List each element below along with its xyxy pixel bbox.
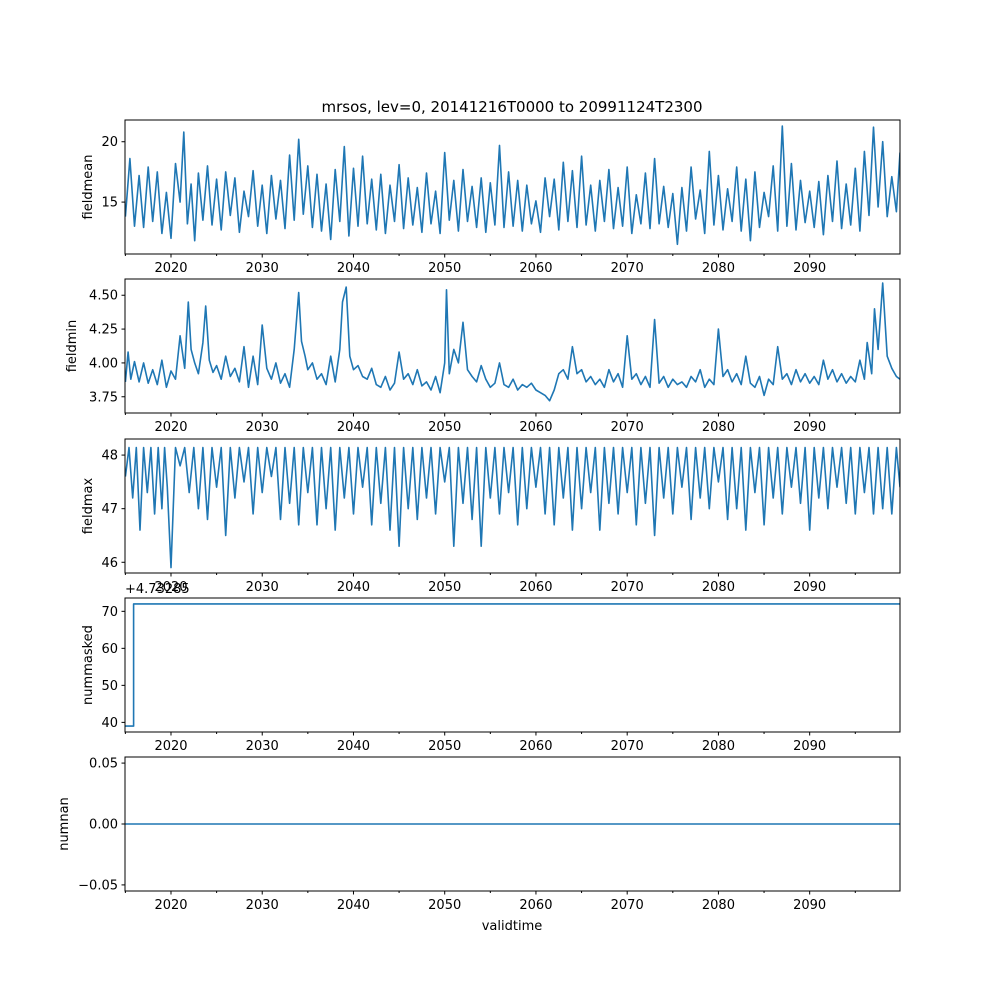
panels: 2020 2030 2040 2050 2060 2070 2080 2090 15 20 fiel… (57, 119, 901, 913)
x-tick-label: 2020 (154, 580, 187, 595)
y-tick-label: 4.00 (89, 356, 118, 371)
x-tick-label: 2040 (337, 261, 370, 276)
x-tick-label: 2070 (611, 898, 644, 913)
y-tick-label: 0.00 (89, 818, 118, 833)
y-tick-label: 20 (101, 135, 118, 150)
series-line-fieldmin (125, 282, 900, 402)
x-tick-label: 2050 (428, 898, 461, 913)
chart-title: mrsos, lev=0, 20141216T0000 to 20991124T… (321, 98, 702, 116)
y-tick-label: 48 (101, 449, 118, 464)
y-tick-label: 70 (101, 605, 118, 620)
y-axis-label-fieldmean: fieldmean (81, 155, 96, 220)
y-tick-label: 0.05 (89, 757, 118, 772)
x-tick-label: 2020 (154, 739, 187, 754)
y-tick-label: −0.05 (78, 878, 118, 893)
x-tick-label: 2040 (337, 580, 370, 595)
x-tick-label: 2060 (519, 898, 552, 913)
x-tick-label: 2070 (611, 261, 644, 276)
x-tick-label: 2030 (246, 898, 279, 913)
x-tick-label: 2060 (519, 420, 552, 435)
y-tick-label: 60 (101, 642, 118, 657)
x-tick-label: 2030 (246, 580, 279, 595)
y-tick-label: 47 (101, 502, 118, 517)
y-axis-label-nummasked: nummasked (81, 625, 96, 705)
axes-frame-fieldmax (124, 438, 901, 574)
x-tick-label: 2090 (793, 261, 826, 276)
panel-fieldmax: 2020 2030 2040 2050 2060 2070 2080 2090 46 47 48 fi… (81, 438, 901, 595)
x-tick-label: 2060 (519, 261, 552, 276)
y-offset-text: +4.73285 (125, 582, 190, 597)
y-tick-label: 4.50 (89, 289, 118, 304)
y-axis-label-numnan: numnan (57, 797, 72, 851)
panel-fieldmean: 2020 2030 2040 2050 2060 2070 2080 2090 15 20 fiel… (81, 119, 901, 276)
x-tick-label: 2050 (428, 580, 461, 595)
x-tick-label: 2020 (154, 898, 187, 913)
y-tick-label: 46 (101, 556, 118, 571)
x-tick-label: 2090 (793, 580, 826, 595)
x-tick-label: 2080 (702, 739, 735, 754)
x-tick-label: 2030 (246, 261, 279, 276)
y-tick-label: 40 (101, 716, 118, 731)
x-tick-label: 2030 (246, 420, 279, 435)
panel-nummasked: 2020 2030 2040 2050 2060 2070 2080 2090 40 50 60 70… (81, 582, 901, 754)
y-tick-label: 4.25 (89, 323, 118, 338)
x-tick-label: 2020 (154, 420, 187, 435)
axes-frame-fieldmin (124, 278, 901, 414)
x-tick-label: 2020 (154, 261, 187, 276)
y-tick-label: 50 (101, 679, 118, 694)
x-tick-label: 2080 (702, 420, 735, 435)
panel-fieldmin: 2020 2030 2040 2050 2060 2070 2080 2090 3.75 4.00… (65, 278, 901, 435)
x-tick-label: 2030 (246, 739, 279, 754)
y-tick-label: 15 (101, 196, 118, 211)
x-tick-label: 2060 (519, 580, 552, 595)
x-axis-label: validtime (482, 919, 543, 934)
axes-frame-nummasked (124, 597, 901, 733)
x-tick-label: 2050 (428, 261, 461, 276)
series-line-nummasked (125, 603, 900, 727)
x-tick-label: 2070 (611, 580, 644, 595)
x-tick-label: 2040 (337, 898, 370, 913)
x-tick-label: 2080 (702, 261, 735, 276)
x-tick-label: 2040 (337, 420, 370, 435)
series-line-fieldmax (125, 446, 900, 569)
x-tick-label: 2090 (793, 898, 826, 913)
axes-frame-fieldmean (124, 119, 901, 255)
x-tick-label: 2040 (337, 739, 370, 754)
x-tick-label: 2090 (793, 420, 826, 435)
x-tick-label: 2060 (519, 739, 552, 754)
x-tick-label: 2070 (611, 420, 644, 435)
y-axis-label-fieldmax: fieldmax (81, 478, 96, 535)
series-line-fieldmean (125, 125, 900, 246)
x-tick-label: 2080 (702, 898, 735, 913)
x-tick-label: 2080 (702, 580, 735, 595)
x-tick-label: 2070 (611, 739, 644, 754)
y-tick-label: 3.75 (89, 390, 118, 405)
x-tick-label: 2050 (428, 739, 461, 754)
panel-numnan: 2020 2030 2040 2050 2060 2070 2080 2090 −0.05 0.0… (57, 756, 901, 913)
y-axis-label-fieldmin: fieldmin (65, 320, 80, 373)
x-tick-label: 2090 (793, 739, 826, 754)
x-tick-label: 2050 (428, 420, 461, 435)
